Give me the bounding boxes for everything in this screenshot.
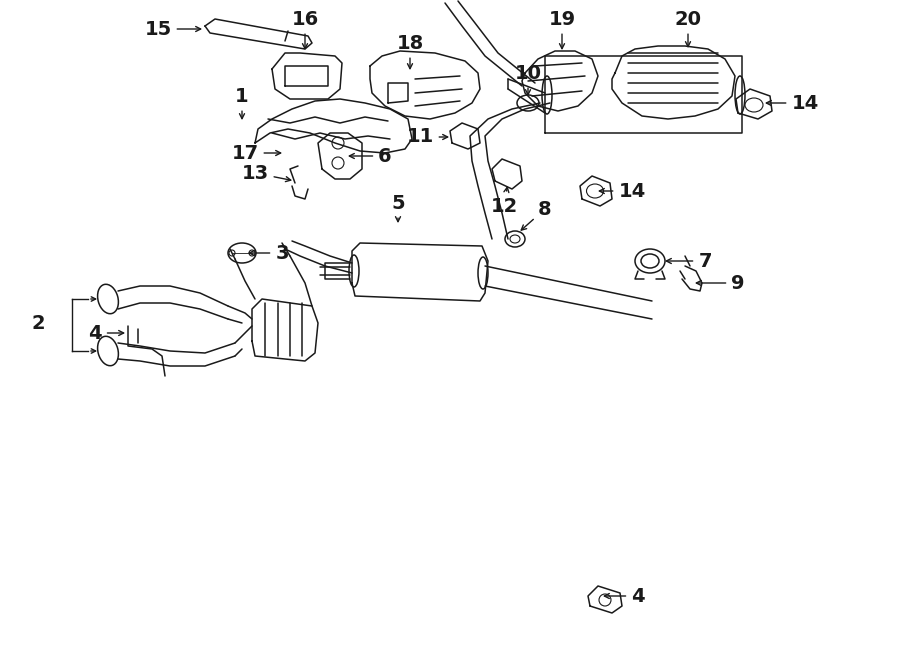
Text: 18: 18 [396,34,424,69]
Text: 16: 16 [292,9,319,49]
Text: 19: 19 [548,9,576,49]
Text: 8: 8 [521,200,552,230]
Text: 2: 2 [32,313,45,332]
Text: 15: 15 [144,20,201,38]
Text: 11: 11 [407,128,447,147]
Text: 3: 3 [249,243,289,262]
Text: 14: 14 [599,182,645,200]
Text: 9: 9 [697,274,745,293]
Text: 4: 4 [88,323,123,342]
Text: 17: 17 [231,143,281,163]
Text: 12: 12 [491,187,518,215]
Text: 7: 7 [666,251,712,270]
Text: 6: 6 [349,147,392,165]
Text: 10: 10 [515,63,542,95]
Text: 14: 14 [766,93,819,112]
Text: 4: 4 [604,586,644,605]
Text: 5: 5 [392,194,405,221]
Text: 1: 1 [235,87,248,119]
Text: 13: 13 [241,163,291,182]
Text: 20: 20 [674,9,701,47]
